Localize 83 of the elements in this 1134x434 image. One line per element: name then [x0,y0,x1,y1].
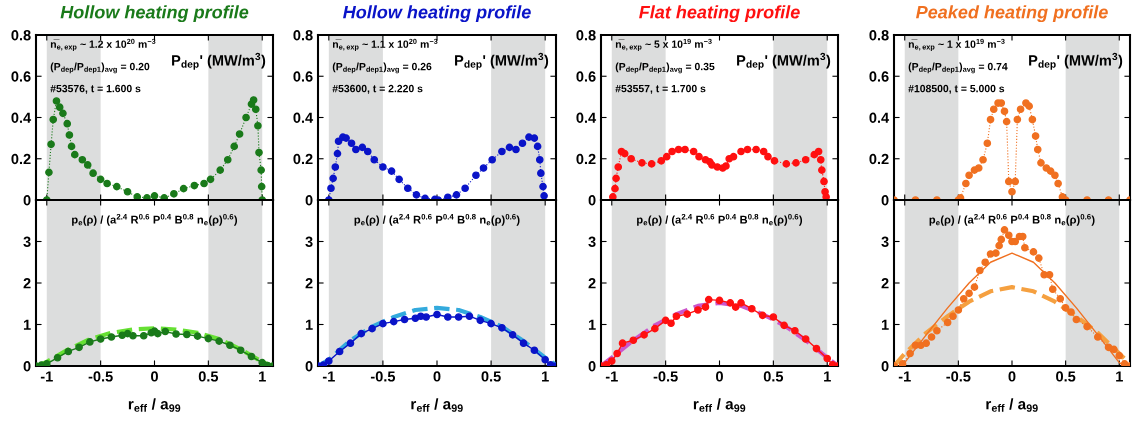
y-tick-label: 0.4 [576,112,597,123]
chart-title: Hollow heating profile [60,5,249,23]
chart-title: Peaked heating profile [916,5,1108,23]
x-tick-label: -1 [605,371,618,382]
y-tick-label: 1 [305,319,313,330]
text: p$_{e}$(ρ) / (a$^{2.4}$ R$^{0.6}$ P$^{0.4}$ B$^{0.8}$ n$_{e}$(ρ)$^{0.6}$) [637,213,803,226]
x-tick-label: 0.5 [198,371,219,382]
y-tick-label: 2 [305,278,313,289]
annotation: P$_{dep}$' (MW/m$^{3}$) [1029,52,1123,70]
annotation: #108500, t = 5.000 s [908,84,1005,94]
annotation: n̅$_{e,exp}$ ~ 1 x 10$^{19}$ m$^{−3}$ [908,38,1005,51]
y-tick-label: 0.6 [11,71,31,82]
chart-title: Flat heating profile [639,5,800,23]
x-axis-title: r$_{eff}$ / a$_{99}$ [693,398,746,412]
y-tick-label: 0.6 [293,71,313,82]
x-tick-label: 0.5 [763,371,784,382]
x-tick-label: -0.5 [370,371,396,382]
text: p$_{e}$(ρ) / (a$^{2.4}$ R$^{0.6}$ P$^{0.4}$ B$^{0.8}$ n$_{e}$(ρ)$^{0.6}$) [929,213,1095,226]
chart-title: Hollow heating profile [343,5,531,23]
annotation: #53557, t = 1.700 s [615,84,706,94]
y-tick-label: 3 [881,236,889,247]
x-tick-label: 1 [1116,371,1123,382]
x-tick-label: -0.5 [88,371,113,382]
y-tick-label: 0.2 [293,153,313,165]
y-tick-label: 0.4 [293,112,314,123]
annotation: P$_{dep}$' (MW/m$^{3}$) [172,52,266,70]
x-tick-label: 1 [824,371,831,382]
annotation: (P$_{dep}$/P$_{dep1}$)$_{avg}$ = 0.20 [50,62,150,74]
y-tick-label: 2 [23,278,31,289]
y-tick-label: 0.8 [869,30,889,41]
text: p$_{e}$(ρ) / (a$^{2.4}$ R$^{0.6}$ P$^{0.4}$ B$^{0.8}$ n$_{e}$(ρ)$^{0.6}$) [72,213,238,226]
annotation: P$_{dep}$' (MW/m$^{3}$) [737,52,831,70]
x-axis-title: r$_{eff}$ / a$_{99}$ [128,398,181,412]
annotation: #53600, t = 2.220 s [332,84,423,94]
y-tick-label: 0 [23,361,31,372]
x-tick-label: -1 [322,371,335,382]
annotation: P$_{dep}$' (MW/m$^{3}$) [455,52,549,70]
y-tick-label: 3 [305,236,313,247]
annotation: #53576, t = 1.600 s [50,84,141,94]
y-tick-label: 0 [881,361,889,372]
x-tick-label: 1 [542,371,549,382]
y-tick-label: 3 [588,236,596,247]
y-tick-label: 0.4 [11,112,32,123]
y-tick-label: 1 [23,319,31,330]
x-tick-label: 0 [716,371,723,382]
annotation: n̅$_{e,exp}$ ~ 1.1 x 10$^{20}$ m$^{−3}$ [332,38,438,51]
x-tick-label: 0 [151,371,158,382]
x-axis-title: r$_{eff}$ / a$_{99}$ [986,398,1038,412]
y-tick-label: 0.6 [869,71,889,82]
y-tick-label: 0 [305,195,313,206]
x-tick-label: -0.5 [653,371,678,382]
annotation: (P$_{dep}$/P$_{dep1}$)$_{avg}$ = 0.35 [615,62,715,74]
x-tick-label: -1 [898,371,911,382]
annotation: n̅$_{e,exp}$ ~ 5 x 10$^{19}$ m$^{−3}$ [615,38,712,51]
x-tick-label: 0.5 [1056,371,1076,382]
y-tick-label: 0.2 [576,153,596,165]
y-tick-label: 2 [588,278,596,289]
x-tick-label: -0.5 [946,371,971,382]
annotation: (P$_{dep}$/P$_{dep1}$)$_{avg}$ = 0.26 [332,62,432,74]
y-tick-label: 0.8 [11,30,31,41]
x-axis-title: r$_{eff}$ / a$_{99}$ [411,398,463,412]
y-tick-label: 0.8 [293,30,313,41]
text: p$_{e}$(ρ) / (a$^{2.4}$ R$^{0.6}$ P$^{0.4}$ B$^{0.8}$ n$_{e}$(ρ)$^{0.6}$) [354,213,520,226]
x-tick-label: 1 [259,371,266,382]
y-tick-label: 0.2 [11,153,31,165]
y-tick-label: 1 [588,319,596,330]
annotation: (P$_{dep}$/P$_{dep1}$)$_{avg}$ = 0.74 [908,62,1008,74]
y-tick-label: 0 [881,195,889,206]
y-tick-label: 0 [588,361,596,372]
y-tick-label: 0.8 [576,30,596,41]
x-tick-label: -1 [40,371,53,382]
y-tick-label: 3 [23,236,31,247]
y-tick-label: 0.2 [869,153,889,165]
x-tick-label: 0 [433,371,441,382]
y-tick-label: 0 [305,361,313,372]
y-tick-label: 0.4 [869,112,890,123]
x-tick-label: 0 [1008,371,1016,382]
y-tick-label: 0 [23,195,31,206]
y-tick-label: 0 [588,195,596,206]
x-tick-label: 0.5 [481,371,501,382]
y-tick-label: 2 [881,278,889,289]
y-tick-label: 0.6 [576,71,596,82]
y-tick-label: 1 [881,319,889,330]
